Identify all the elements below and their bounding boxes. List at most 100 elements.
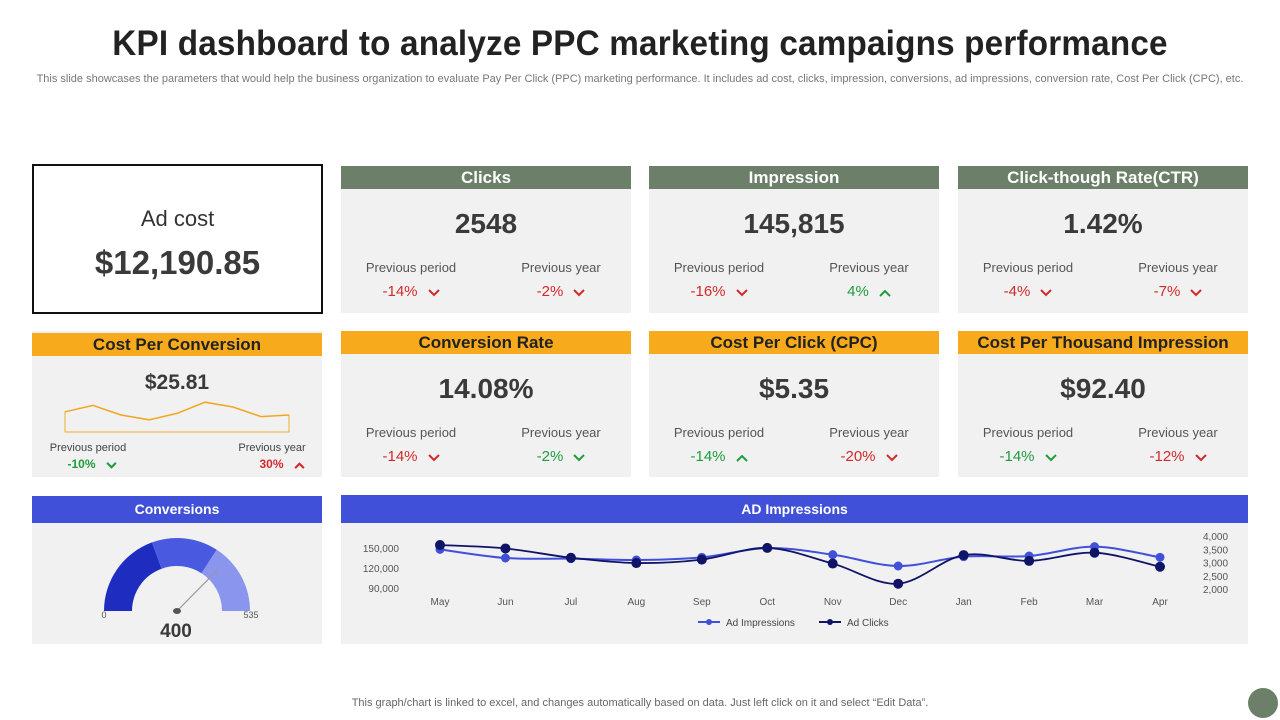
conversions-card: Conversions 0 535 400 — [32, 496, 322, 644]
prev-period-label: Previous period — [365, 425, 457, 440]
x-axis-tick: May — [431, 597, 450, 608]
left-axis-tick: 90,000 — [368, 584, 399, 595]
ad-impressions-chart[interactable]: 150,000 120,000 90,000 4,000 3,500 3,000 2,500… — [341, 523, 1248, 644]
ctr-card: Click-though Rate(CTR) 1.42% Previous pe… — [958, 166, 1248, 313]
chevron-down-icon — [427, 284, 440, 301]
right-axis-tick: 2,500 — [1203, 572, 1228, 583]
data-point — [500, 553, 510, 563]
clicks-value: 2548 — [454, 208, 518, 239]
cpc-value: $5.35 — [758, 373, 830, 404]
cpm-prev-year: -12% — [1108, 448, 1248, 466]
chevron-down-icon — [735, 284, 748, 301]
ctr-prev-period: -4% — [958, 283, 1098, 301]
chevron-down-icon — [1044, 449, 1057, 466]
x-axis-tick: Jul — [565, 597, 578, 608]
right-axis-tick: 4,000 — [1203, 532, 1228, 543]
ctr-value: 1.42% — [1063, 208, 1143, 239]
x-axis-tick: Dec — [889, 597, 907, 608]
x-axis-tick: Nov — [824, 597, 842, 608]
clicks-prev-period: -14% — [341, 283, 481, 301]
change-value: -16% — [690, 283, 726, 300]
cpc-title: Cost Per Click (CPC) — [649, 331, 939, 354]
change-value: -20% — [840, 448, 876, 465]
change-value: -4% — [1003, 283, 1031, 300]
data-point — [893, 561, 903, 571]
left-axis-tick: 150,000 — [363, 544, 400, 555]
gauge-hub — [173, 608, 181, 614]
clicks-title: Clicks — [341, 166, 631, 189]
chevron-up-icon — [293, 458, 305, 472]
ad-impressions-title: AD Impressions — [341, 495, 1248, 523]
data-point — [893, 578, 904, 589]
x-axis-tick: Jan — [956, 597, 972, 608]
change-value: -14% — [382, 448, 418, 465]
legend-label: Ad Impressions — [726, 618, 795, 629]
gauge-segment-mid — [152, 538, 217, 574]
series-line-ad-clicks — [439, 544, 1161, 585]
conversions-title: Conversions — [32, 496, 322, 523]
cost-per-conversion-sparkline — [64, 401, 290, 433]
impression-prev-period: -16% — [649, 283, 789, 301]
x-axis-tick: Feb — [1020, 597, 1038, 608]
legend-label: Ad Clicks — [847, 618, 889, 629]
conversions-value: 400 — [160, 621, 192, 642]
cpm-title: Cost Per Thousand Impression — [958, 331, 1248, 354]
change-value: -14% — [382, 283, 418, 300]
conversion-rate-value: 14.08% — [438, 373, 534, 404]
chevron-up-icon — [735, 449, 748, 466]
prev-year-label: Previous year — [829, 260, 909, 275]
prev-year-label: Previous year — [521, 425, 601, 440]
cost-per-conversion-prev-period: -10% — [52, 457, 132, 472]
cost-per-conversion-value: $25.81 — [144, 371, 210, 394]
ad-impressions-card: AD Impressions 150,000 120,000 90,000 4,000… — [341, 495, 1248, 644]
gauge-min-label: 0 — [101, 610, 106, 620]
conversion-rate-prev-period: -14% — [341, 448, 481, 466]
impression-card: Impression 145,815 Previous period Previ… — [649, 166, 939, 313]
data-point — [1024, 555, 1035, 566]
data-point — [827, 558, 838, 569]
chevron-down-icon — [105, 458, 117, 472]
page-title: KPI dashboard to analyze PPC marketing c… — [112, 24, 1168, 63]
gauge-max-label: 535 — [243, 610, 258, 620]
data-point — [958, 550, 969, 561]
cost-per-conversion-prev-year: 30% — [242, 457, 322, 472]
x-axis-tick: Mar — [1086, 597, 1104, 608]
data-point — [1155, 561, 1165, 572]
data-point — [828, 550, 838, 560]
prev-year-label: Previous year — [521, 260, 601, 275]
prev-period-label: Previous period — [982, 425, 1074, 440]
conversions-gauge: 0 535 400 — [101, 538, 259, 642]
data-point — [1155, 552, 1165, 562]
impression-title: Impression — [649, 166, 939, 189]
gauge-needle — [176, 569, 219, 612]
ad-cost-card: Ad cost $12,190.85 — [32, 164, 323, 314]
chevron-up-icon — [879, 284, 891, 301]
change-value: -10% — [67, 457, 96, 471]
prev-period-label: Previous period — [673, 425, 765, 440]
conversion-rate-card: Conversion Rate 14.08% Previous period P… — [341, 331, 631, 477]
left-axis-tick: 120,000 — [363, 564, 400, 575]
ad-cost-value: $12,190.85 — [94, 244, 261, 281]
prev-period-label: Previous period — [365, 260, 457, 275]
chevron-down-icon — [573, 284, 586, 301]
change-value: -7% — [1153, 283, 1181, 300]
x-axis-tick: Apr — [1152, 597, 1168, 608]
prev-year-label: Previous year — [1138, 425, 1218, 440]
change-value: 30% — [259, 457, 284, 471]
prev-year-label: Previous year — [238, 442, 306, 454]
change-value: -2% — [536, 448, 564, 465]
x-axis-tick: Aug — [627, 597, 645, 608]
change-value: -2% — [536, 283, 564, 300]
right-axis-tick: 3,500 — [1203, 545, 1228, 556]
gauge-segment-low — [104, 542, 162, 611]
chevron-down-icon — [885, 449, 898, 466]
x-axis-tick: Sep — [693, 597, 711, 608]
data-point — [696, 554, 707, 565]
ctr-prev-year: -7% — [1108, 283, 1248, 301]
right-axis-tick: 3,000 — [1203, 559, 1228, 570]
clicks-card: Clicks 2548 Previous period Previous yea… — [341, 166, 631, 313]
x-axis-tick: Oct — [759, 597, 775, 608]
prev-period-label: Previous period — [673, 260, 765, 275]
page-subtitle: This slide showcases the parameters that… — [36, 73, 1244, 85]
data-point — [500, 543, 511, 554]
